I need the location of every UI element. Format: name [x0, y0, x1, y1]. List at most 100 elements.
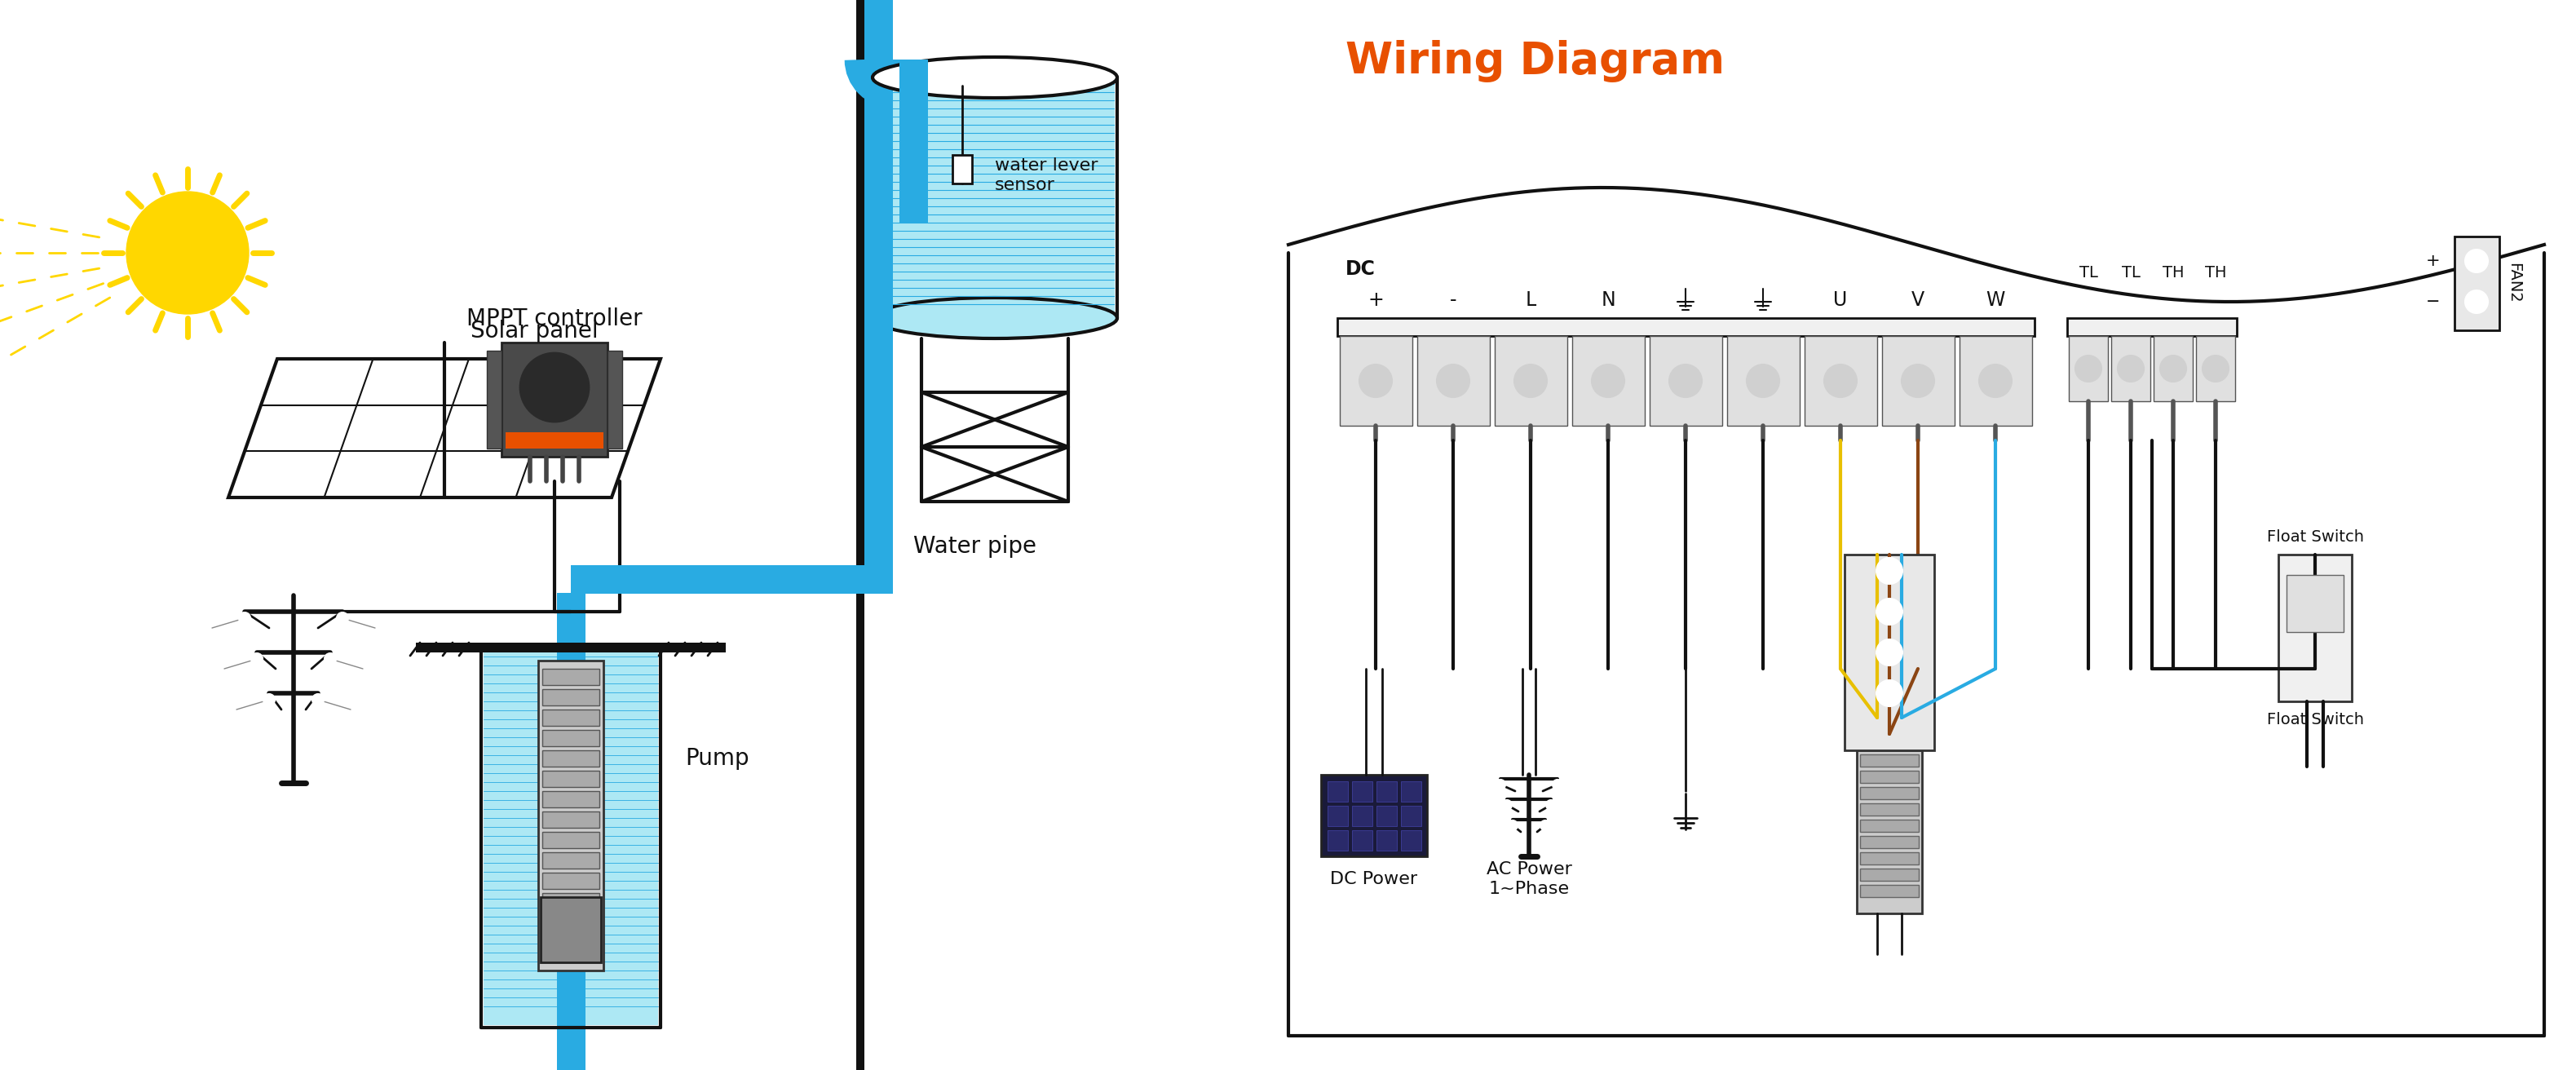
- Circle shape: [2117, 355, 2143, 382]
- Bar: [572, 565, 855, 594]
- Circle shape: [1672, 287, 1698, 314]
- Circle shape: [1507, 821, 1517, 830]
- Bar: [544, 811, 600, 828]
- Bar: [1401, 830, 1422, 851]
- Bar: [1376, 830, 1396, 851]
- Text: water lever
sensor: water lever sensor: [994, 157, 1097, 193]
- Bar: [1960, 336, 2032, 426]
- Bar: [544, 730, 600, 746]
- Text: N: N: [1600, 290, 1615, 310]
- Bar: [2277, 554, 2352, 701]
- Circle shape: [1749, 287, 1775, 314]
- Circle shape: [263, 694, 276, 705]
- Bar: [899, 60, 927, 223]
- Bar: [2066, 318, 2236, 336]
- Bar: [1860, 804, 1919, 815]
- Bar: [544, 669, 600, 685]
- Bar: [1883, 336, 1955, 426]
- Bar: [1860, 754, 1919, 766]
- Bar: [572, 565, 894, 594]
- Text: TH: TH: [2161, 265, 2184, 281]
- Circle shape: [1515, 365, 1548, 397]
- Text: +: +: [1368, 290, 1383, 310]
- Bar: [1860, 885, 1919, 897]
- Ellipse shape: [873, 57, 1118, 97]
- Bar: [894, 60, 914, 88]
- Bar: [1806, 336, 1878, 426]
- Circle shape: [2202, 355, 2228, 382]
- Bar: [544, 709, 600, 725]
- Circle shape: [1875, 557, 1904, 584]
- Bar: [1860, 788, 1919, 799]
- Text: Wiring Diagram: Wiring Diagram: [1345, 40, 1726, 82]
- Bar: [1857, 750, 1922, 914]
- Circle shape: [1669, 365, 1703, 397]
- Bar: [1327, 781, 1347, 801]
- Bar: [544, 893, 600, 910]
- Bar: [538, 660, 603, 970]
- Bar: [1860, 836, 1919, 849]
- Text: Float Switch: Float Switch: [2267, 712, 2365, 727]
- Bar: [556, 593, 585, 1070]
- Bar: [415, 643, 726, 653]
- Circle shape: [1667, 794, 1703, 829]
- Bar: [1376, 781, 1396, 801]
- Text: Water pipe: Water pipe: [914, 535, 1036, 557]
- Text: W: W: [1986, 290, 2004, 310]
- Bar: [1726, 336, 1801, 426]
- Text: DC: DC: [1345, 259, 1376, 279]
- Bar: [1571, 336, 1643, 426]
- Bar: [2455, 236, 2499, 331]
- Circle shape: [1360, 365, 1391, 397]
- Bar: [1860, 852, 1919, 865]
- Bar: [608, 351, 623, 448]
- Circle shape: [1553, 780, 1564, 790]
- Bar: [1401, 806, 1422, 826]
- Bar: [1844, 554, 1935, 750]
- Circle shape: [1875, 681, 1904, 706]
- Circle shape: [1824, 365, 1857, 397]
- Bar: [866, 60, 943, 88]
- Bar: [2069, 336, 2107, 401]
- Circle shape: [2076, 355, 2102, 382]
- Circle shape: [126, 192, 250, 314]
- Text: Float Switch: Float Switch: [2267, 529, 2365, 545]
- Circle shape: [2465, 249, 2488, 273]
- Bar: [544, 791, 600, 808]
- Circle shape: [1592, 365, 1625, 397]
- Bar: [1649, 336, 1723, 426]
- Bar: [1352, 830, 1373, 851]
- Text: −: −: [2427, 293, 2439, 310]
- Bar: [1860, 820, 1919, 831]
- Bar: [544, 873, 600, 889]
- Circle shape: [1978, 365, 2012, 397]
- Bar: [1401, 781, 1422, 801]
- Circle shape: [240, 612, 250, 624]
- Text: MPPT controller: MPPT controller: [466, 307, 641, 331]
- Bar: [1352, 781, 1373, 801]
- Circle shape: [1901, 365, 1935, 397]
- Text: TH: TH: [2205, 265, 2226, 281]
- Bar: [1860, 770, 1919, 783]
- Bar: [1337, 318, 2035, 336]
- Bar: [866, 0, 894, 593]
- Text: AC Power
1~Phase: AC Power 1~Phase: [1486, 861, 1571, 897]
- Bar: [855, 0, 866, 1070]
- Bar: [544, 934, 600, 950]
- Bar: [1321, 775, 1427, 856]
- Bar: [544, 750, 600, 766]
- Text: V: V: [1911, 290, 1924, 310]
- Circle shape: [337, 612, 348, 624]
- Bar: [2195, 336, 2236, 401]
- Circle shape: [2465, 290, 2488, 314]
- Circle shape: [1497, 780, 1504, 790]
- Circle shape: [1540, 821, 1551, 830]
- Bar: [2287, 575, 2344, 632]
- Circle shape: [520, 353, 590, 422]
- Circle shape: [1875, 640, 1904, 666]
- Circle shape: [1546, 800, 1556, 810]
- Text: DC Power: DC Power: [1329, 871, 1417, 887]
- Text: U: U: [1834, 290, 1847, 310]
- Bar: [544, 689, 600, 705]
- Circle shape: [1502, 800, 1512, 810]
